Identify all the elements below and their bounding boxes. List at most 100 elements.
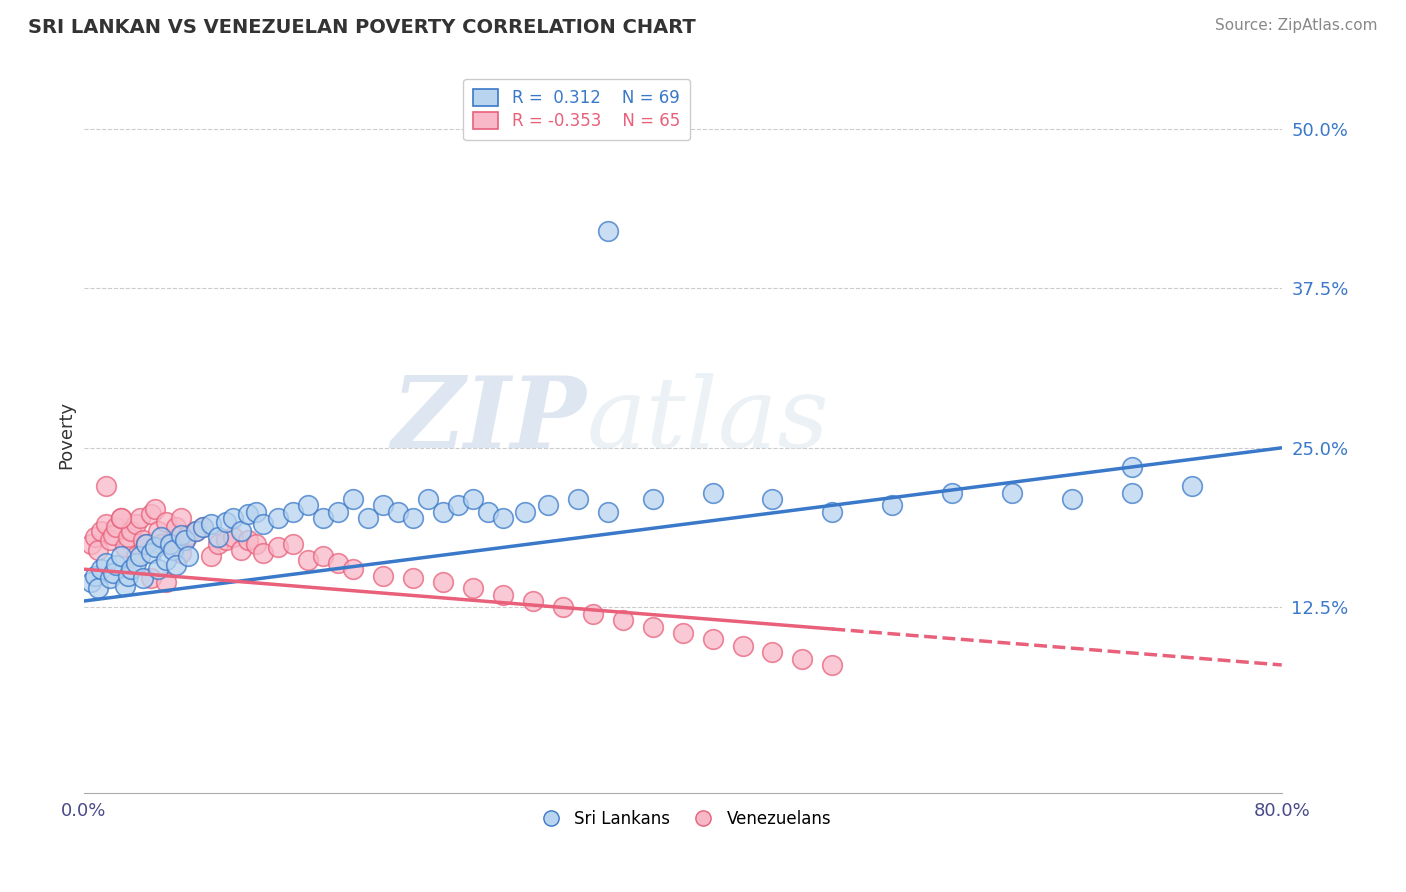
Point [117,530,139,544]
Point [596,505,619,519]
Point [110,511,132,525]
Point [672,626,695,640]
Point [120,524,142,538]
Point [1181,479,1204,493]
Point [159,536,181,550]
Point [641,491,664,506]
Point [461,491,484,506]
Point [94,556,117,570]
Point [222,530,245,544]
Point [492,511,515,525]
Point [80,536,103,550]
Point [155,553,177,567]
Point [821,505,844,519]
Point [145,541,167,555]
Point [582,607,605,621]
Point [155,515,177,529]
Point [162,533,184,547]
Point [402,571,425,585]
Point [103,566,125,580]
Point [229,543,252,558]
Point [150,536,173,550]
Point [100,533,122,547]
Point [1001,485,1024,500]
Point [84,568,107,582]
Point [761,491,783,506]
Point [371,498,394,512]
Point [326,556,349,570]
Point [229,524,252,538]
Point [402,511,425,525]
Point [641,619,664,633]
Point [105,558,128,573]
Point [139,571,162,585]
Point [461,582,484,596]
Point [165,558,187,573]
Point [238,507,260,521]
Point [105,520,128,534]
Point [139,545,162,559]
Point [132,533,155,547]
Point [252,517,274,532]
Point [125,549,148,564]
Point [326,505,349,519]
Point [432,574,454,589]
Point [135,536,157,550]
Point [125,517,148,532]
Text: ZIP: ZIP [392,373,586,469]
Point [110,549,132,564]
Point [432,505,454,519]
Point [215,515,238,529]
Point [90,524,112,538]
Point [120,562,142,576]
Point [193,520,215,534]
Point [87,582,110,596]
Point [84,530,107,544]
Point [702,485,724,500]
Point [596,224,619,238]
Point [371,568,394,582]
Point [114,541,136,555]
Point [129,549,152,564]
Point [174,533,197,547]
Point [515,505,537,519]
Point [537,498,560,512]
Point [492,588,515,602]
Point [200,549,222,564]
Point [1121,460,1143,475]
Point [1121,485,1143,500]
Point [1060,491,1083,506]
Point [148,562,170,576]
Point [207,536,229,550]
Point [222,511,245,525]
Point [90,562,112,576]
Point [416,491,439,506]
Point [252,545,274,559]
Point [103,527,125,541]
Point [283,536,305,550]
Point [184,524,207,538]
Point [551,600,574,615]
Point [821,657,844,672]
Point [165,520,187,534]
Point [238,533,260,547]
Point [567,491,589,506]
Point [941,485,963,500]
Point [110,511,132,525]
Point [612,613,634,627]
Point [170,527,193,541]
Point [387,505,409,519]
Point [174,533,197,547]
Point [87,543,110,558]
Point [117,568,139,582]
Point [761,645,783,659]
Point [94,517,117,532]
Y-axis label: Poverty: Poverty [58,401,75,469]
Point [312,511,335,525]
Point [193,520,215,534]
Point [357,511,380,525]
Legend: Sri Lankans, Venezuelans: Sri Lankans, Venezuelans [527,803,838,834]
Point [477,505,499,519]
Text: SRI LANKAN VS VENEZUELAN POVERTY CORRELATION CHART: SRI LANKAN VS VENEZUELAN POVERTY CORRELA… [28,18,696,37]
Point [297,498,319,512]
